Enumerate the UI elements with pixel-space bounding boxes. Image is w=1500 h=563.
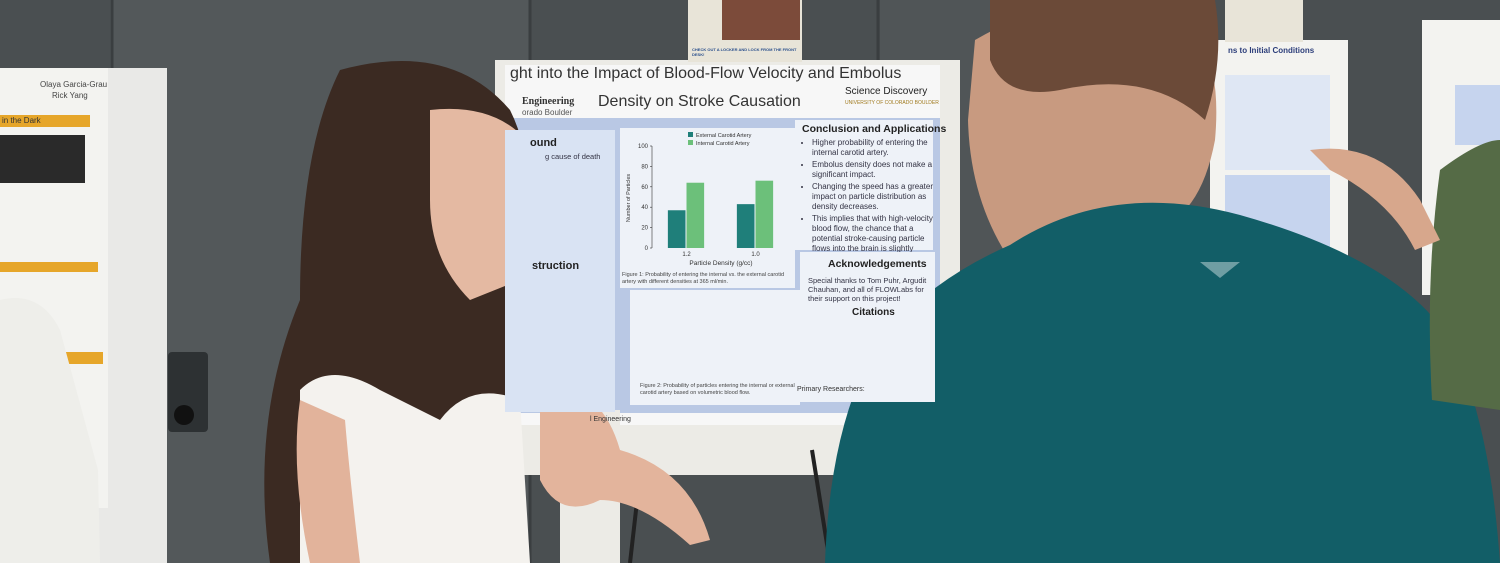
poster-panel xyxy=(795,120,933,250)
section-heading: in the Dark xyxy=(2,116,41,125)
bar xyxy=(667,210,686,248)
bar xyxy=(686,182,705,248)
poster-title: ght into the Impact of Blood-Flow Veloci… xyxy=(510,65,902,82)
section-heading: Conclusion and Applications xyxy=(802,123,947,135)
y-tick-label: 100 xyxy=(638,144,649,150)
legend-swatch xyxy=(688,140,693,145)
y-tick-label: 20 xyxy=(641,226,648,232)
poster-footer: l Engineering xyxy=(590,416,631,423)
flyer-text: CHECK OUT A LOCKER AND LOCK FROM THE FRO… xyxy=(692,47,797,57)
x-tick-label: 1.0 xyxy=(751,252,760,258)
y-tick-label: 60 xyxy=(641,185,648,191)
section-heading: ound xyxy=(530,137,557,149)
figure-1-chart: 0 20 40 60 80 100 Number of Particles Particle … xyxy=(626,132,774,267)
legend-swatch xyxy=(688,132,693,137)
bar xyxy=(736,204,755,248)
y-tick-label: 0 xyxy=(645,246,649,252)
legend-label: Internal Carotid Artery xyxy=(696,141,750,147)
logo-text: Science Discovery xyxy=(845,86,928,97)
y-tick-label: 40 xyxy=(641,205,648,211)
figure-caption: Figure 2: Probability of particles enter… xyxy=(640,383,795,396)
author: Olaya Garcia-Grau xyxy=(40,80,108,89)
conclusion-bullet: Embolus density does not make a signific… xyxy=(812,160,940,180)
logo-subtext: UNIVERSITY OF COLORADO BOULDER xyxy=(845,100,939,106)
conclusion-bullet: Changing the speed has a greater impact … xyxy=(812,182,940,212)
legend-label: External Carotid Artery xyxy=(696,133,752,139)
poster-panel xyxy=(505,130,615,412)
department: Engineering xyxy=(522,96,575,107)
author: Rick Yang xyxy=(52,91,88,100)
figure-panel xyxy=(630,290,800,405)
researchers-label: Primary Researchers: xyxy=(797,386,865,393)
section-heading: struction xyxy=(532,260,580,272)
section-text: Special thanks to Tom Puhr, Argudit Chau… xyxy=(808,276,927,303)
bar xyxy=(755,180,774,248)
section-heading: ns to Initial Conditions xyxy=(1228,46,1315,55)
section-heading: Acknowledgements xyxy=(828,258,927,270)
department-sub: orado Boulder xyxy=(522,108,573,117)
poster-title: Density on Stroke Causation xyxy=(598,93,801,110)
y-axis-label: Number of Particles xyxy=(626,174,632,223)
x-tick-label: 1.2 xyxy=(682,252,691,258)
conclusion-bullet: Higher probability of entering the inter… xyxy=(812,138,940,158)
section-heading: Citations xyxy=(852,307,895,318)
figure-caption: Figure 1: Probability of entering the in… xyxy=(622,272,785,285)
section-text: g cause of death xyxy=(545,152,601,161)
x-axis-label: Particle Density (g/cc) xyxy=(689,260,752,267)
y-tick-label: 80 xyxy=(641,164,648,170)
conclusion-list: Higher probability of entering the inter… xyxy=(800,138,940,266)
poster-panel xyxy=(800,252,935,402)
